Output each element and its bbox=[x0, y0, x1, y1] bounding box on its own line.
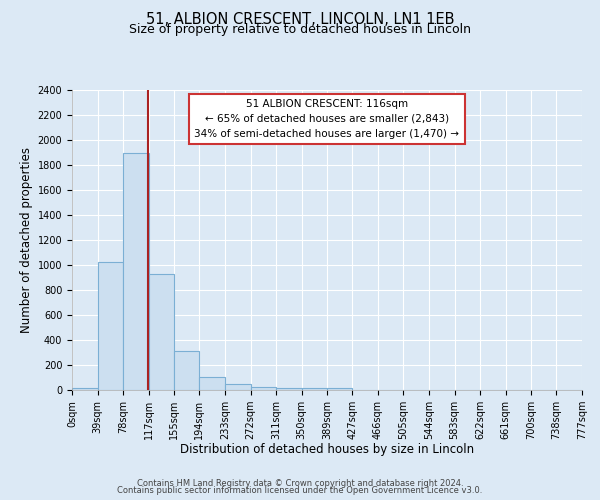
Text: Size of property relative to detached houses in Lincoln: Size of property relative to detached ho… bbox=[129, 22, 471, 36]
Bar bbox=[199, 377, 225, 390]
Bar bbox=[302, 388, 328, 390]
Bar bbox=[251, 387, 276, 390]
X-axis label: Distribution of detached houses by size in Lincoln: Distribution of detached houses by size … bbox=[180, 444, 474, 456]
Bar bbox=[123, 152, 149, 390]
Text: 51 ALBION CRESCENT: 116sqm
← 65% of detached houses are smaller (2,843)
34% of s: 51 ALBION CRESCENT: 116sqm ← 65% of deta… bbox=[194, 99, 460, 138]
Bar bbox=[328, 388, 352, 390]
Bar bbox=[276, 388, 302, 390]
Bar bbox=[149, 274, 174, 390]
Bar bbox=[98, 262, 123, 390]
Y-axis label: Number of detached properties: Number of detached properties bbox=[20, 147, 34, 333]
Bar bbox=[174, 351, 199, 390]
Text: Contains public sector information licensed under the Open Government Licence v3: Contains public sector information licen… bbox=[118, 486, 482, 495]
Bar bbox=[72, 388, 98, 390]
Text: 51, ALBION CRESCENT, LINCOLN, LN1 1EB: 51, ALBION CRESCENT, LINCOLN, LN1 1EB bbox=[146, 12, 454, 28]
Text: Contains HM Land Registry data © Crown copyright and database right 2024.: Contains HM Land Registry data © Crown c… bbox=[137, 478, 463, 488]
Bar bbox=[225, 384, 251, 390]
